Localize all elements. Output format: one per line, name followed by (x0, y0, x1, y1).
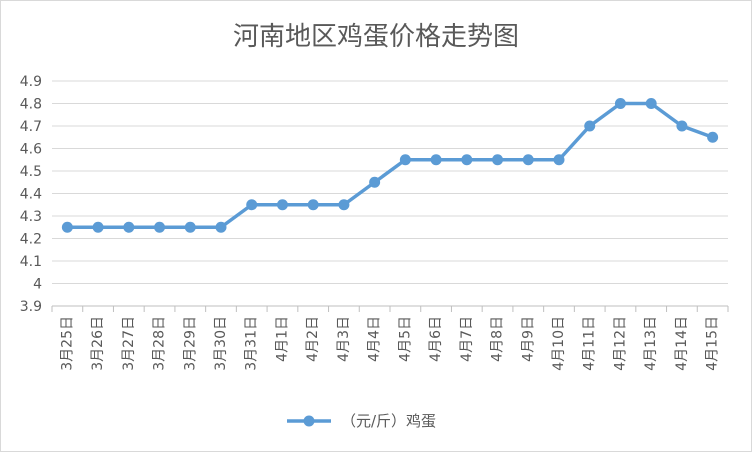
data-point[interactable] (338, 199, 350, 211)
data-point[interactable] (184, 221, 196, 233)
data-point[interactable] (676, 120, 688, 132)
data-point[interactable] (645, 98, 657, 109)
x-tick-label: 4月3日 (336, 316, 352, 362)
data-point[interactable] (92, 221, 104, 233)
x-tick-label: 3月31日 (244, 316, 260, 371)
data-point[interactable] (461, 154, 473, 166)
x-tick-label: 4月7日 (459, 316, 475, 362)
x-tick-label: 3月26日 (90, 316, 106, 371)
x-tick-label: 4月2日 (305, 316, 321, 362)
y-tick-label: 4.9 (20, 74, 42, 90)
series-layer (61, 98, 719, 233)
x-tick-label: 4月4日 (367, 316, 383, 362)
x-tick-label: 4月10日 (551, 316, 567, 371)
y-tick-label: 4.1 (20, 254, 42, 270)
y-tick-label: 4.7 (20, 119, 42, 135)
series-line (65, 101, 715, 229)
data-point[interactable] (399, 154, 411, 166)
x-tick-label: 4月9日 (520, 316, 536, 362)
x-tick-label: 3月27日 (121, 316, 137, 371)
y-tick-label: 4.6 (20, 142, 42, 158)
chart-title: 河南地区鸡蛋价格走势图 (233, 22, 519, 52)
data-point[interactable] (614, 98, 626, 109)
data-point[interactable] (307, 199, 319, 211)
legend-dot-marker (303, 415, 315, 427)
data-point[interactable] (553, 154, 565, 166)
y-tick-label: 4 (33, 277, 42, 293)
data-point[interactable] (430, 154, 442, 166)
y-axis-ticks: 3.9 4 4.1 4.2 4.3 4.4 4.5 4.6 4.7 4.8 4.9 (20, 74, 42, 315)
x-tick-label: 4月13日 (643, 316, 659, 371)
x-tick-label: 4月14日 (674, 316, 690, 371)
data-point[interactable] (276, 199, 288, 211)
x-tick-label: 3月28日 (152, 316, 168, 371)
y-tick-label: 4.3 (20, 209, 42, 225)
data-point[interactable] (154, 221, 166, 233)
y-tick-label: 3.9 (20, 299, 42, 315)
x-tick-label: 4月12日 (612, 316, 628, 371)
y-tick-label: 4.5 (20, 164, 42, 180)
data-point[interactable] (215, 221, 227, 233)
x-tick-label: 4月15日 (705, 316, 721, 371)
x-tick-label: 4月8日 (490, 316, 506, 362)
y-tick-label: 4.2 (20, 232, 42, 248)
x-tick-label: 4月1日 (274, 316, 290, 362)
x-tick-label: 3月29日 (182, 316, 198, 371)
x-axis-ticks: 3月25日 3月26日 3月27日 3月28日 3月29日 3月30日 3月31日 4月1日 4… (59, 316, 720, 371)
y-tick-label: 4.8 (20, 97, 42, 113)
data-point[interactable] (522, 154, 534, 166)
x-tick-label: 3月30日 (213, 316, 229, 371)
x-tick-label: 4月5日 (397, 316, 413, 362)
x-tick-label: 4月6日 (428, 316, 444, 362)
data-point[interactable] (369, 176, 381, 188)
data-point[interactable] (61, 221, 73, 233)
x-tick-label: 4月11日 (582, 316, 598, 371)
legend-label: （元/斤）鸡蛋 (341, 412, 436, 430)
data-point[interactable] (123, 221, 135, 233)
x-tick-label: 3月25日 (59, 316, 75, 371)
data-point[interactable] (584, 120, 596, 132)
gridlines (51, 80, 729, 312)
data-point[interactable] (707, 131, 719, 143)
data-point[interactable] (246, 199, 258, 211)
legend[interactable]: （元/斤）鸡蛋 (287, 412, 436, 430)
y-tick-label: 4.4 (20, 187, 42, 203)
data-point[interactable] (492, 154, 504, 166)
